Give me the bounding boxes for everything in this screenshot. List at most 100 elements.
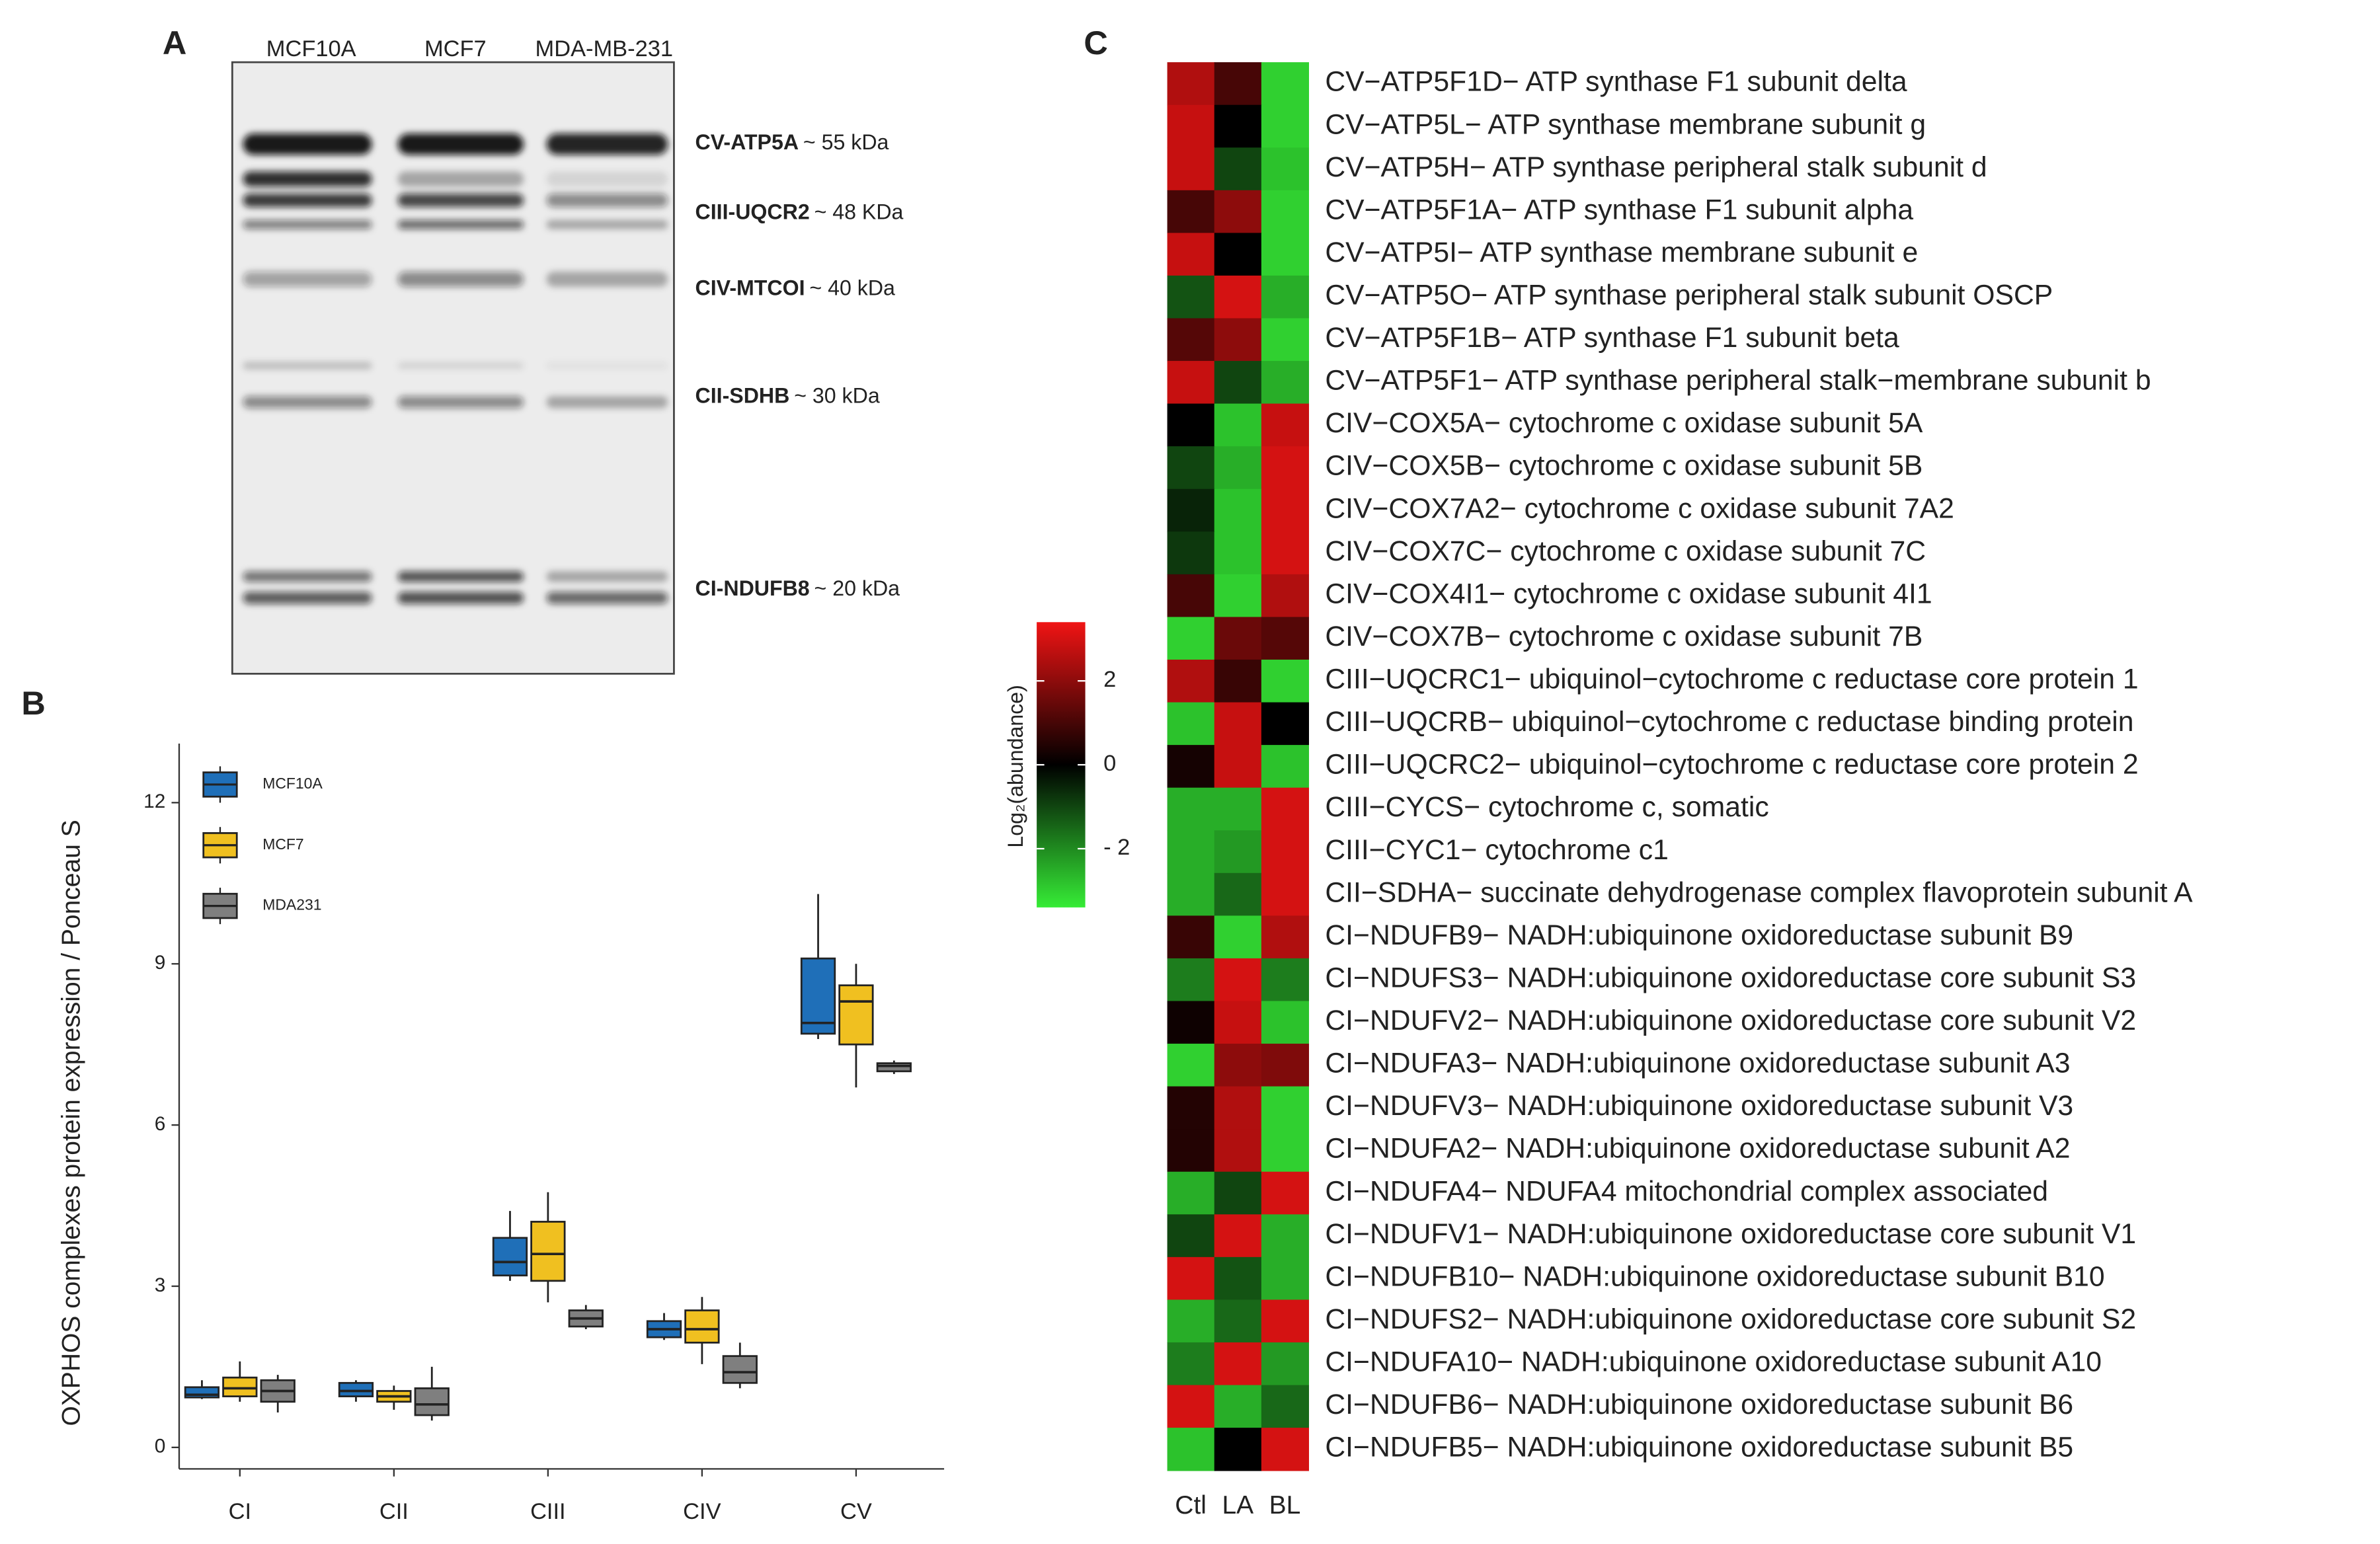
heatmap-cell (1167, 1342, 1215, 1386)
heatmap-cell (1214, 617, 1262, 660)
lane-label: MCF10A (266, 36, 356, 61)
heatmap-cell (1261, 233, 1309, 276)
box (838, 964, 874, 1088)
heatmap-cell (1214, 403, 1262, 447)
heatmap-cell (1167, 190, 1215, 234)
heatmap-cell (1261, 1001, 1309, 1044)
blot-bands (243, 134, 668, 604)
heatmap-cell (1261, 104, 1309, 149)
heatmap-cell (1214, 830, 1262, 874)
row-label: CI−NDUFA2− NADH:ubiquinone oxidoreductas… (1325, 1133, 2070, 1165)
heatmap-cell (1214, 574, 1262, 618)
blot-band (243, 193, 372, 208)
heatmap-cell (1214, 1385, 1262, 1429)
box (800, 894, 836, 1040)
box-body (876, 1062, 912, 1073)
box (222, 1361, 258, 1402)
heatmap-cell (1167, 1214, 1215, 1258)
blot-band (397, 362, 524, 370)
heatmap-cell (1214, 659, 1262, 703)
colorbar (1037, 622, 1086, 907)
band-label: CV-ATP5A ~ 55 kDa (695, 131, 889, 155)
heatmap-cell (1167, 915, 1215, 959)
heatmap-cell (1167, 872, 1215, 917)
band-protein: CIV-MTCOI (695, 276, 805, 300)
heatmap-cell (1214, 275, 1262, 319)
heatmap-cell (1214, 1086, 1262, 1130)
band-size: ~ 55 kDa (803, 131, 889, 155)
panel-label: C (1084, 24, 1107, 61)
x-tick-label: CIII (530, 1499, 566, 1524)
box (646, 1313, 682, 1340)
heatmap-cell (1214, 1428, 1262, 1471)
heatmap-cell (1261, 958, 1309, 1002)
heatmap-cell (1214, 1299, 1262, 1343)
heatmap-cell (1214, 233, 1262, 276)
blot-band (243, 571, 372, 582)
heatmap-cell (1214, 1001, 1262, 1044)
blot-band (546, 592, 668, 604)
band-size: ~ 30 kDa (794, 384, 880, 408)
heatmap-cell (1167, 1044, 1215, 1087)
row-label: CI−NDUFV3− NADH:ubiquinone oxidoreductas… (1325, 1090, 2073, 1122)
heatmap-cell (1261, 574, 1309, 618)
box (414, 1366, 450, 1421)
band-label: CI-NDUFB8 ~ 20 kDa (695, 577, 900, 601)
row-label: CIV−COX7A2− cytochrome c oxidase subunit… (1325, 492, 1954, 524)
row-label: CV−ATP5F1D− ATP synthase F1 subunit delt… (1325, 66, 1907, 98)
blot-band (397, 171, 524, 187)
row-label: CIV−COX5B− cytochrome c oxidase subunit … (1325, 450, 1923, 482)
heatmap-cell (1167, 1256, 1215, 1301)
band-protein: CI-NDUFB8 (695, 577, 810, 601)
heatmap-cell (1261, 1214, 1309, 1258)
box (722, 1342, 758, 1389)
heatmap-cell (1261, 830, 1309, 874)
heatmap-cell (1167, 1086, 1215, 1130)
blot-band (546, 219, 668, 229)
blot-band (397, 193, 524, 208)
heatmap-cell (1214, 1129, 1262, 1173)
y-tick-label: 12 (143, 791, 165, 812)
band-label: CIV-MTCOI ~ 40 kDa (695, 276, 895, 300)
colorbar-tick-label: 0 (1103, 751, 1116, 776)
heatmap-cell (1214, 745, 1262, 789)
heatmap-cell (1167, 830, 1215, 874)
heatmap-cell (1214, 531, 1262, 575)
heatmap-cell (1167, 233, 1215, 276)
heatmap-cell (1167, 318, 1215, 362)
blot-band (397, 571, 524, 582)
heatmap-cell (1261, 745, 1309, 789)
row-label: CI−NDUFB5− NADH:ubiquinone oxidoreductas… (1325, 1432, 2073, 1463)
row-label: CI−NDUFB6− NADH:ubiquinone oxidoreductas… (1325, 1389, 2073, 1420)
blot-band (546, 171, 668, 187)
heatmap-cell (1167, 745, 1215, 789)
heatmap-cell (1167, 787, 1215, 831)
band-size: ~ 40 kDa (809, 276, 895, 300)
box-body (800, 957, 836, 1035)
heatmap-cell (1214, 318, 1262, 362)
blot-band (243, 134, 372, 155)
row-label: CIV−COX7C− cytochrome c oxidase subunit … (1325, 535, 1926, 567)
heatmap-cell (1214, 1214, 1262, 1258)
blot-band (397, 134, 524, 155)
heatmap-cell (1261, 617, 1309, 660)
blot-band (243, 362, 372, 370)
heatmap-cell (1261, 1086, 1309, 1130)
heatmap-cell (1167, 403, 1215, 447)
row-label: CV−ATP5I− ATP synthase membrane subunit … (1325, 237, 1918, 268)
box (338, 1380, 374, 1402)
y-tick-label: 3 (155, 1274, 166, 1296)
heatmap-cell (1261, 1044, 1309, 1087)
blot-band (243, 271, 372, 287)
blot-band (546, 271, 668, 287)
heatmap-cell (1167, 1001, 1215, 1044)
heatmap-cell (1167, 958, 1215, 1002)
heatmap-cell (1167, 574, 1215, 618)
heatmap-cell (1261, 1342, 1309, 1386)
row-label: CV−ATP5L− ATP synthase membrane subunit … (1325, 108, 1926, 140)
row-label: CIV−COX7B− cytochrome c oxidase subunit … (1325, 621, 1923, 652)
heatmap-cell (1261, 275, 1309, 319)
heatmap-cell (1261, 318, 1309, 362)
